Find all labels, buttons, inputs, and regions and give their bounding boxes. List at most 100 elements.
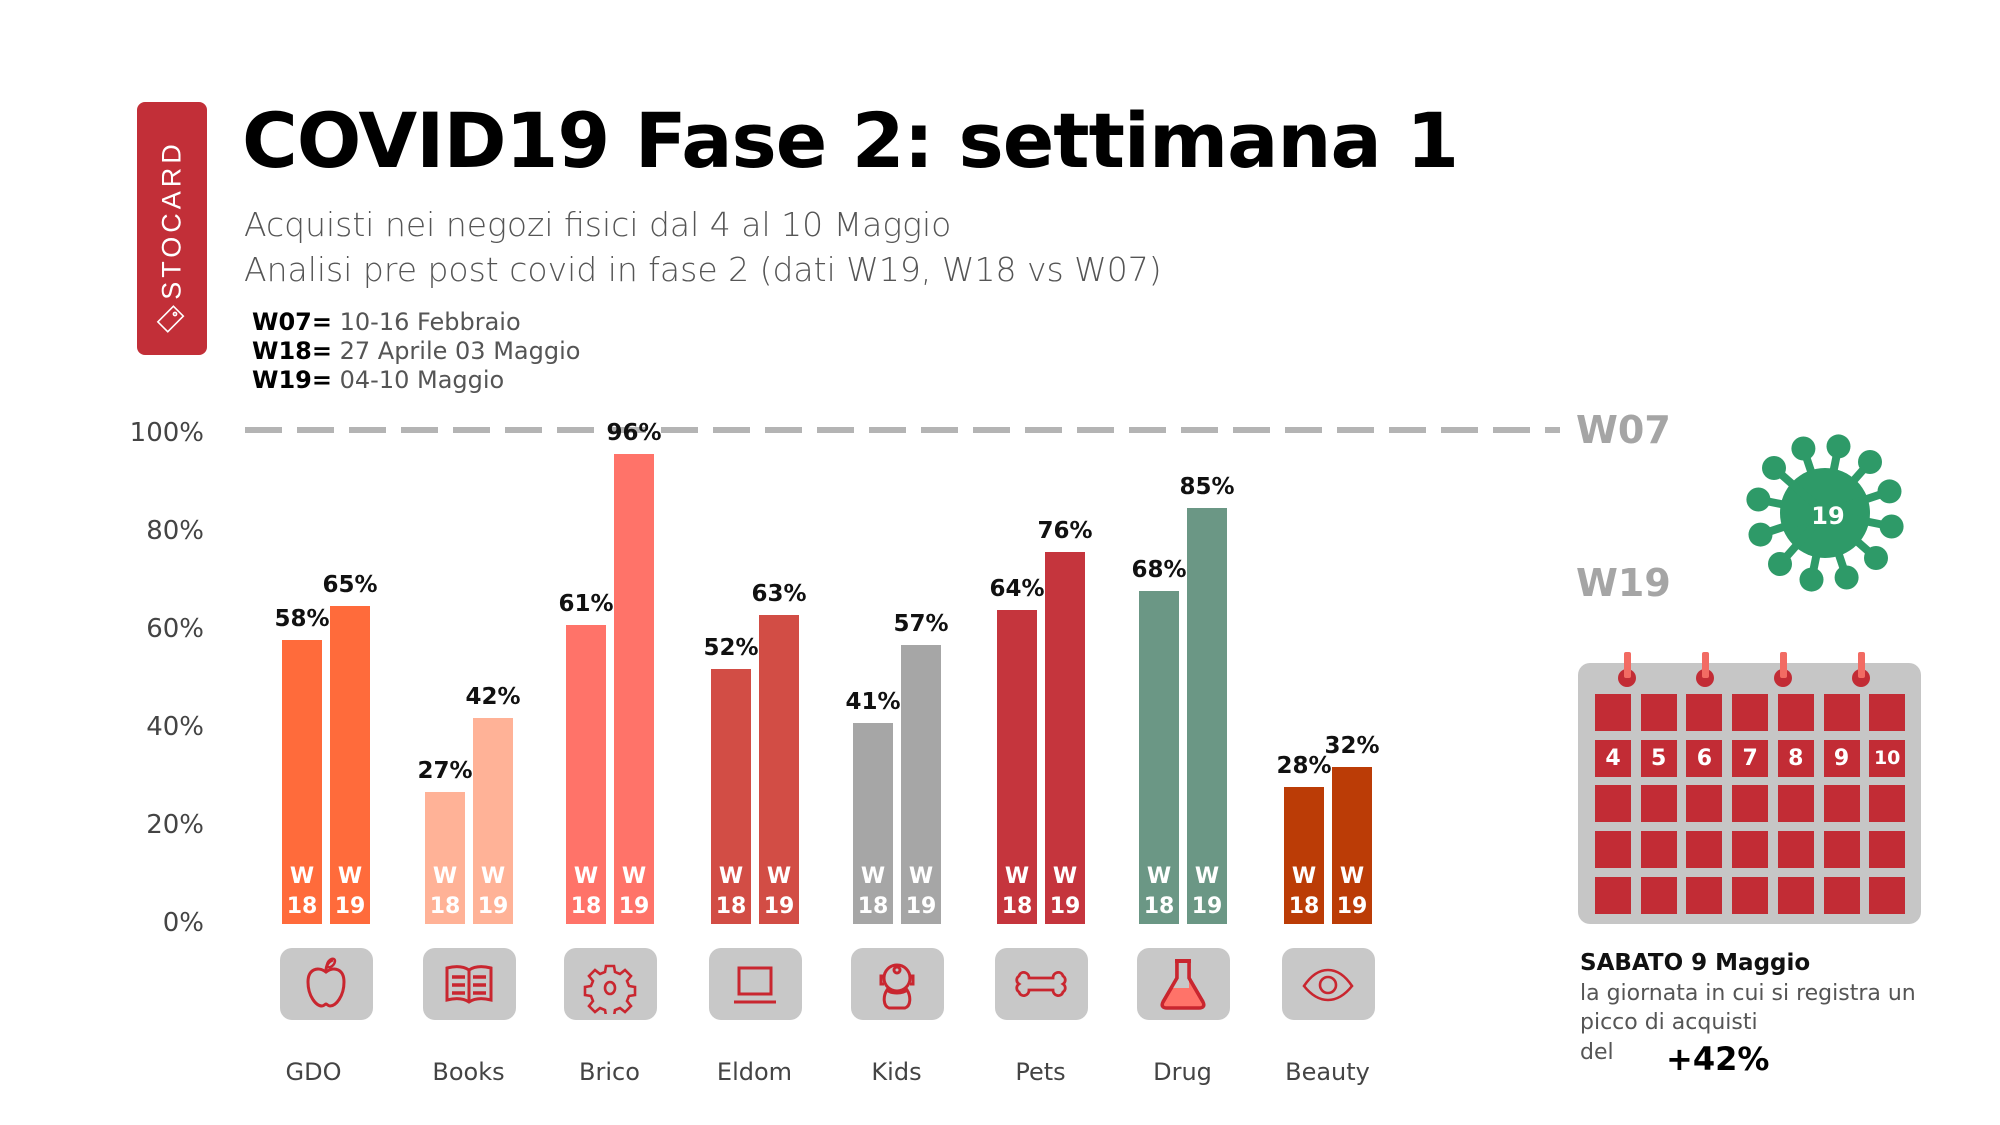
peak-note-line-3: del — [1580, 1040, 1614, 1065]
calendar-pin — [1701, 652, 1709, 678]
calendar-ring — [1696, 669, 1714, 687]
calendar-day-cell — [1640, 694, 1677, 731]
virus-knob — [1799, 567, 1824, 592]
bar-kids-w18: W 18 — [853, 723, 893, 924]
legend-key: W19= — [252, 366, 332, 394]
bar-eldom-w19: W 19 — [759, 615, 799, 924]
legend-key: W07= — [252, 308, 332, 336]
bar-value-label: 52% — [703, 635, 759, 662]
bar-week-letter: W — [480, 863, 506, 889]
bar-drug-w19: W 19 — [1187, 507, 1227, 924]
calendar-pin — [1779, 652, 1787, 678]
card-icon — [156, 305, 185, 333]
calendar-day-cell — [1823, 831, 1860, 869]
calendar-day-cell — [1595, 831, 1631, 869]
calendar-ring — [1618, 669, 1636, 687]
bar-value-label: 32% — [1324, 733, 1380, 760]
category-label: Pets — [1015, 1058, 1066, 1086]
bar-week-letter: W — [337, 864, 363, 889]
category-label: Eldom — [716, 1058, 793, 1086]
w07-label: W07 — [1576, 408, 1671, 452]
bar-value-label: 64% — [989, 576, 1045, 603]
bar-week-number: 19 — [763, 893, 795, 919]
page-title: COVID19 Fase 2: settimana 1 — [242, 96, 1459, 185]
category-label: Books — [432, 1058, 505, 1086]
bar-week-letter: W — [1146, 863, 1172, 889]
bar-week-number: 18 — [286, 893, 318, 919]
bar-books-w18: W 18 — [425, 791, 465, 924]
bar-drug-w18: W 18 — [1139, 590, 1179, 924]
calendar-day-cell — [1869, 694, 1906, 731]
category-icon-kids — [851, 948, 944, 1020]
bar-value-label: 42% — [465, 684, 521, 711]
stocard-logo: STOCARD — [137, 102, 207, 355]
calendar-day-cell — [1732, 785, 1769, 823]
legend-w18: W18= 27 Aprile 03 Maggio — [252, 337, 580, 365]
subtitle-line-2: Analisi pre post covid in fase 2 (dati W… — [244, 250, 1162, 289]
eye-icon — [1302, 968, 1354, 1002]
calendar-day-cell — [1869, 876, 1906, 914]
bar-gdo-w18: W 18 — [282, 639, 322, 924]
bar-value-label: 58% — [274, 605, 330, 632]
calendar-day-cell — [1640, 831, 1677, 869]
calendar-day-cell: 7 — [1732, 739, 1769, 777]
bar-week-letter: W — [1339, 863, 1365, 889]
y-tick-label: 80% — [146, 516, 204, 546]
legend-w19: W19= 04-10 Maggio — [252, 366, 504, 394]
category-label: Beauty — [1285, 1058, 1370, 1086]
calendar-ring — [1774, 669, 1792, 687]
legend-text: 10-16 Febbraio — [331, 308, 521, 336]
bar-week-number: 18 — [1001, 893, 1033, 919]
calendar-day-cell — [1732, 831, 1769, 869]
bar-week-number: 18 — [570, 893, 602, 919]
calendar-day-cell — [1823, 694, 1860, 731]
bar-beauty-w19: W 19 — [1332, 767, 1372, 924]
bar-week-number: 18 — [429, 893, 461, 919]
bar-week-number: 18 — [857, 893, 889, 919]
calendar-day-cell: 10 — [1869, 739, 1906, 777]
book-icon — [445, 965, 493, 1004]
calendar-day-cell: 8 — [1777, 739, 1814, 777]
virus-knob — [1858, 450, 1882, 474]
calendar-day-cell — [1640, 876, 1677, 914]
bar-week-number: 19 — [618, 893, 650, 919]
calendar-day-cell: 6 — [1686, 739, 1723, 777]
logo-brand-text: STOCARD — [156, 140, 187, 300]
category-label: Drug — [1153, 1058, 1212, 1086]
calendar-day-cell — [1686, 831, 1723, 869]
legend-w07: W07= 10-16 Febbraio — [252, 308, 521, 336]
bar-week-letter: W — [1194, 864, 1220, 889]
calendar-day-cell — [1640, 785, 1677, 823]
bar-week-number: 19 — [1049, 893, 1081, 919]
virus-knob — [1877, 479, 1902, 504]
bar-week-letter: W — [432, 863, 458, 889]
calendar-day-cell — [1595, 876, 1631, 914]
apple-icon — [306, 957, 346, 1008]
calendar-day-cell — [1686, 785, 1723, 823]
bar-gdo-w19: W 19 — [330, 605, 370, 924]
virus-knob — [1746, 487, 1771, 512]
peak-note-line-2: picco di acquisti — [1580, 1010, 1758, 1035]
virus-knob — [1791, 436, 1816, 461]
flask-icon — [1160, 959, 1206, 1010]
calendar-day-cell — [1869, 831, 1906, 869]
gear-icon — [583, 964, 637, 1014]
legend-text: 27 Aprile 03 Maggio — [331, 337, 581, 365]
bar-week-letter: W — [1052, 863, 1078, 889]
category-icon-brico — [564, 948, 657, 1020]
category-icon-drug — [1137, 948, 1230, 1020]
bar-value-label: 61% — [558, 591, 614, 618]
bar-week-letter: W — [718, 863, 744, 889]
bar-week-letter: W — [289, 863, 315, 889]
y-tick-label: 60% — [146, 614, 204, 644]
peak-value: +42% — [1666, 1040, 1770, 1078]
bar-value-label: 57% — [893, 610, 949, 637]
virus-knob — [1864, 546, 1888, 570]
calendar-day-cell — [1777, 694, 1814, 731]
bar-pets-w18: W 18 — [997, 610, 1037, 924]
y-tick-label: 20% — [146, 810, 204, 840]
y-tick-label: 0% — [162, 908, 204, 938]
virus-knob — [1879, 514, 1904, 539]
bar-week-number: 19 — [1191, 894, 1223, 919]
bar-week-letter: W — [766, 863, 792, 889]
